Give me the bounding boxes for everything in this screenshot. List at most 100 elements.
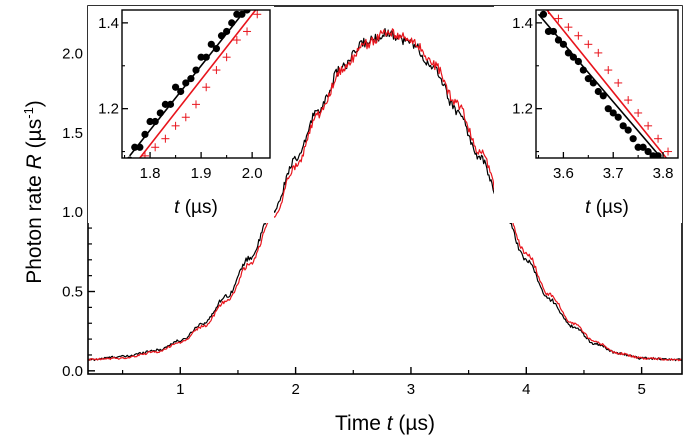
inset-right-x-tick-labels: 3.6 3.7 3.8: [553, 165, 674, 182]
inset-right-red-fit-line: [545, 10, 668, 158]
inset-left-black-point: [171, 83, 180, 91]
x-tick-label: 4: [522, 381, 530, 398]
inset-right-red-point: [604, 66, 613, 75]
inset-left-red-point: [140, 151, 149, 158]
inset-right-red-point: [584, 40, 593, 49]
inset-right-x-title: t (µs): [585, 197, 629, 218]
inset-left-red-point: [202, 83, 211, 92]
inset-left-red-point: [181, 113, 190, 122]
inset-right-x-tick-label: 3.6: [553, 165, 574, 182]
inset-left-black-point: [161, 100, 169, 108]
inset-left-x-tick-labels: 1.8 1.9 2.0: [140, 165, 263, 182]
inset-right-red-point: [554, 14, 563, 23]
inset-right-y-tick-label: 1.2: [512, 101, 533, 118]
inset-right-marks: [536, 10, 673, 158]
inset-right-black-point: [619, 122, 627, 130]
inset-right-red-point: [564, 23, 573, 32]
inset-left-black-point: [212, 45, 221, 53]
red-series-line: [87, 28, 683, 362]
inset-left: 1.8 1.9 2.0 1.2 1.4 t (µs): [88, 6, 274, 223]
inset-left-red-point: [171, 121, 180, 130]
inset-left-red-point: [243, 27, 252, 36]
inset-left-red-point: [192, 100, 200, 109]
inset-left-y-tick-labels: 1.2 1.4: [98, 15, 119, 118]
inset-right-y-tick-label: 1.4: [512, 15, 533, 32]
inset-left-black-point: [151, 117, 159, 126]
inset-left-black-point: [243, 10, 251, 14]
inset-right-black-point: [629, 135, 637, 143]
inset-right-red-point: [654, 134, 663, 143]
inset-left-black-point: [177, 87, 185, 96]
inset-right-red-point: [644, 121, 653, 130]
inset-right-black-point: [604, 105, 612, 113]
inset-right-black-point: [644, 147, 652, 156]
inset-left-background: [88, 6, 274, 223]
inset-left-red-point: [253, 10, 262, 19]
inset-right-x-tick-label: 3.8: [653, 165, 674, 182]
inset-right-black-point: [624, 126, 632, 134]
y-tick-label: 1.0: [62, 204, 83, 221]
main-x-tick-labels: 1 2 3 4 5: [176, 381, 646, 398]
inset-left-black-point: [223, 27, 231, 36]
inset-right-black-point: [579, 66, 587, 74]
inset-right-red-point: [544, 10, 553, 14]
inset-left-black-point: [131, 143, 139, 151]
y-tick-label: 0.0: [62, 363, 83, 380]
inset-left-black-point: [207, 40, 215, 48]
inset-right-black-point: [569, 53, 577, 61]
black-series-line: [87, 28, 683, 362]
inset-left-y-tick-label: 1.4: [98, 15, 119, 32]
inset-right-black-point: [594, 87, 602, 96]
inset-right-black-point: [634, 143, 642, 151]
inset-right-black-point: [549, 27, 558, 36]
inset-right-black-point: [584, 75, 592, 83]
inset-left-black-point: [197, 53, 205, 61]
inset-left-black-point: [192, 66, 200, 74]
y-tick-label: 2.0: [62, 46, 83, 63]
inset-right-red-point: [634, 108, 643, 117]
inset-left-y-tick-label: 1.2: [98, 101, 119, 118]
x-tick-label: 2: [291, 381, 299, 398]
inset-right-black-point: [639, 143, 647, 151]
inset-left-x-tick-label: 2.0: [242, 165, 263, 182]
inset-left-black-point: [217, 32, 226, 40]
inset-right-red-point: [624, 96, 633, 105]
inset-right-black-point: [574, 57, 582, 66]
inset-left-red-point: [161, 134, 170, 143]
inset-left-black-point: [228, 19, 236, 27]
inset-right-red-point: [614, 78, 623, 87]
inset-right-plot-area: [537, 10, 673, 158]
x-axis-title: Time t (µs): [335, 412, 435, 435]
inset-right-black-point: [599, 92, 607, 100]
x-tick-label: 5: [637, 381, 645, 398]
inset-left-x-tick-label: 1.9: [191, 165, 212, 182]
inset-right: 3.6 3.7 3.8 1.2 1.4 t (µs): [494, 6, 682, 223]
inset-right-black-point: [609, 109, 617, 117]
x-tick-label: 3: [407, 381, 415, 398]
inset-left-black-point: [156, 109, 164, 117]
inset-left-red-point: [222, 53, 231, 62]
inset-left-black-point: [238, 10, 246, 18]
inset-right-black-point: [654, 152, 662, 158]
inset-left-black-point: [146, 117, 154, 126]
y-axis-title: Photon rate R (µs-1): [21, 100, 46, 284]
inset-right-black-point: [544, 27, 553, 36]
inset-right-black-point: [559, 40, 568, 48]
inset-left-red-point: [212, 66, 221, 75]
inset-right-frame: [535, 9, 679, 159]
inset-left-black-point: [182, 79, 190, 87]
inset-left-x-tick-label: 1.8: [140, 165, 161, 182]
inset-left-marks: [122, 10, 262, 158]
inset-left-black-point: [166, 100, 175, 108]
inset-right-red-point: [664, 147, 673, 156]
inset-right-red-point: [594, 48, 603, 57]
inset-right-black-point: [554, 36, 563, 44]
inset-left-x-title: t (µs): [174, 197, 218, 218]
inset-left-black-point: [187, 75, 195, 83]
inset-left-red-point: [151, 143, 160, 152]
inset-right-black-point: [589, 79, 597, 87]
y-tick-label: 0.5: [62, 284, 83, 301]
main-series: [87, 28, 683, 362]
inset-left-frame: [121, 9, 271, 159]
